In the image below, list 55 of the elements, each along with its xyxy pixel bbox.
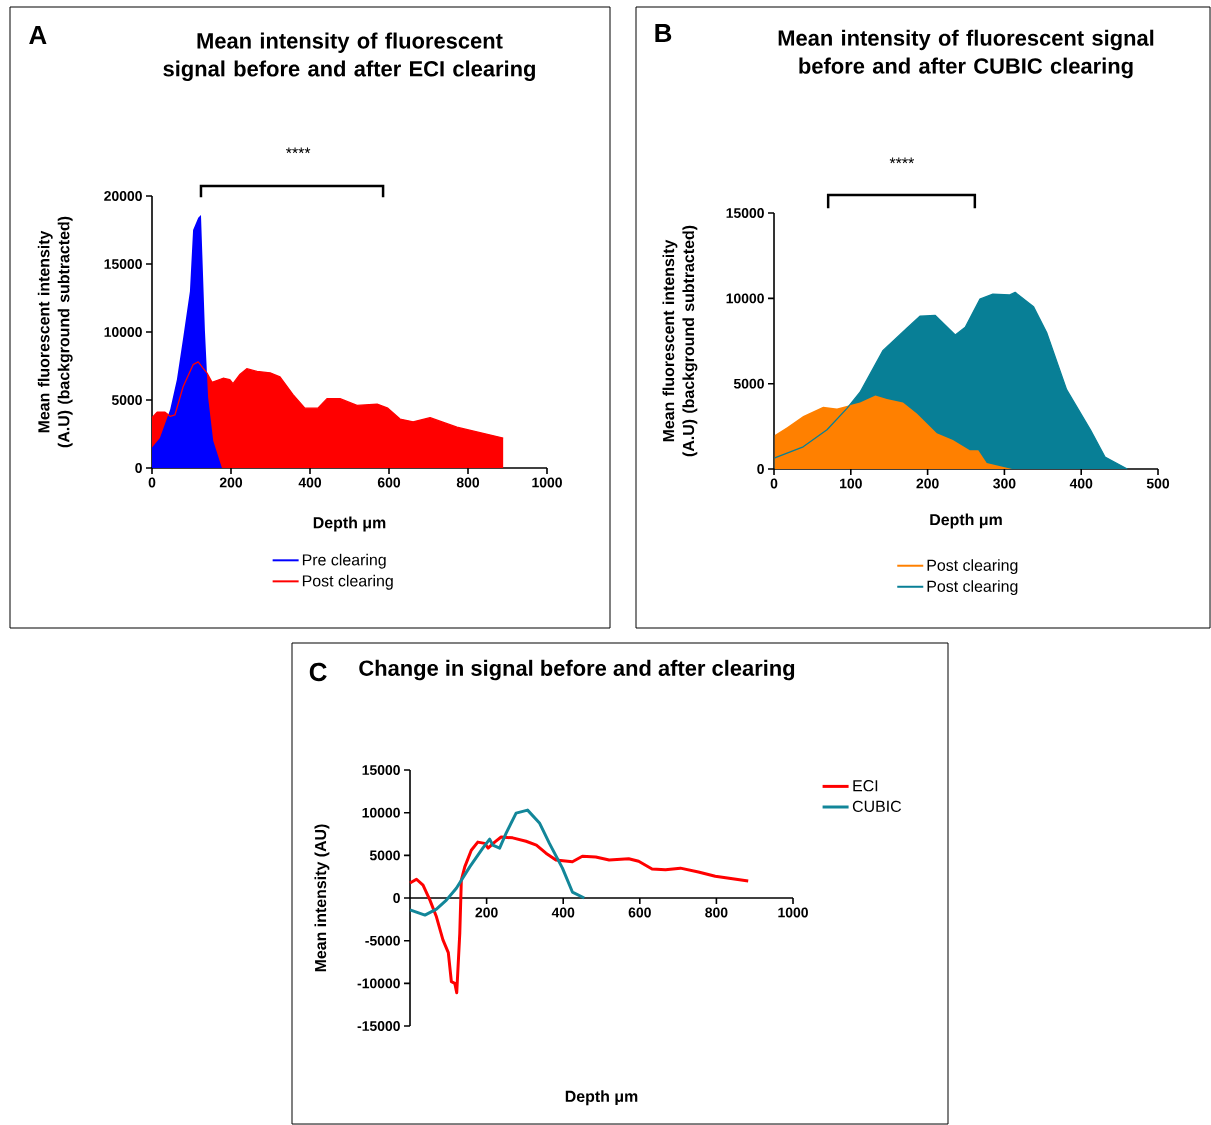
x-tick-label: 300 — [993, 478, 1016, 489]
x-tick-label: 600 — [377, 477, 401, 488]
y-tick-label: 0 — [135, 463, 142, 473]
legend-label: Post clearing — [927, 580, 1018, 596]
y-tick-label: -15000 — [357, 1021, 400, 1031]
legend-label: Post clearing — [302, 574, 393, 590]
x-tick-label: 400 — [551, 907, 575, 918]
x-axis-title: Depth μm — [565, 1090, 638, 1106]
x-tick-label: 800 — [705, 907, 728, 918]
chart-title: Mean intensity of fluorescent signal before and after ECI clearing — [163, 32, 535, 81]
text: **** — [889, 157, 915, 164]
x-axis-title: Depth μm — [313, 516, 386, 532]
line-series — [408, 835, 750, 995]
x-tick-label: 400 — [1069, 478, 1093, 489]
y-tick-label: 10000 — [104, 327, 142, 337]
y-tick-label: 15000 — [362, 765, 400, 775]
chart-title: Mean intensity of fluorescent signal before and after CUBIC clearing — [778, 29, 1154, 79]
y-tick-label: -10000 — [357, 978, 400, 989]
y-tick-label: 5000 — [369, 850, 400, 861]
x-axis-title: Depth μm — [930, 513, 1002, 529]
legend-label: Pre clearing — [302, 553, 386, 569]
y-tick-label: 0 — [757, 464, 764, 474]
legend-label: ECI — [853, 780, 878, 792]
y-tick-label: 0 — [393, 893, 400, 903]
text: A — [29, 26, 47, 44]
y-tick-label: 5000 — [733, 378, 764, 389]
x-tick-label: 1000 — [532, 477, 562, 488]
x-tick-label: 600 — [628, 907, 651, 918]
chart-title: Change in signal before and after clearing — [359, 659, 795, 681]
y-tick-label: 15000 — [104, 259, 142, 269]
y-axis-title: Mean intensity (AU) — [314, 824, 330, 972]
y-tick-label: 5000 — [111, 395, 142, 405]
x-tick-label: 1000 — [778, 907, 808, 918]
x-tick-label: 500 — [1146, 478, 1170, 489]
x-tick-label: 200 — [475, 907, 498, 918]
y-axis-title: Mean fluorescent intensity (A.U) (background subtracted) — [662, 225, 698, 457]
y-tick-label: 10000 — [362, 807, 400, 818]
y-axis-title: Mean fluorescent intensity (A.U) (background subtracted) — [37, 216, 73, 448]
x-tick-label: 0 — [770, 478, 778, 489]
y-tick-label: 20000 — [104, 191, 142, 201]
text: **** — [285, 147, 311, 154]
x-tick-label: 400 — [298, 477, 322, 488]
legend-label: Post clearing — [927, 559, 1018, 575]
x-tick-label: 0 — [148, 477, 156, 488]
x-tick-label: 200 — [219, 477, 243, 488]
line-series — [408, 808, 586, 917]
y-tick-label: -5000 — [365, 935, 400, 946]
legend-label: CUBIC — [852, 800, 902, 812]
text: B — [655, 24, 672, 42]
x-tick-label: 800 — [456, 477, 480, 488]
y-tick-label: 10000 — [726, 293, 764, 304]
x-tick-label: 200 — [916, 478, 939, 489]
x-tick-label: 100 — [840, 478, 862, 489]
y-tick-label: 15000 — [726, 208, 764, 218]
text: C — [309, 662, 327, 682]
